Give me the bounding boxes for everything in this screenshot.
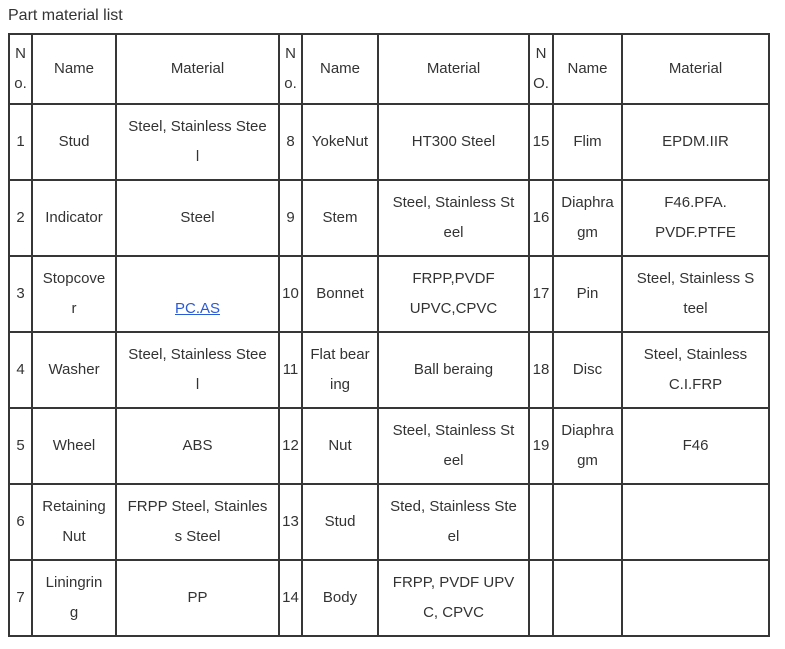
name-cell: Stud <box>31 103 117 181</box>
no-cell: 7 <box>8 559 33 637</box>
material-cell <box>621 559 770 637</box>
no-cell: 8 <box>278 103 303 181</box>
material-cell: Ball beraing <box>377 331 530 409</box>
part-material-table: N o. Name Material N o. Name Material N … <box>8 33 770 637</box>
no-cell: 15 <box>528 103 554 181</box>
material-cell: HT300 Steel <box>377 103 530 181</box>
name-cell: Diaphra gm <box>552 407 623 485</box>
no-cell: 2 <box>8 179 33 257</box>
pc-as-link[interactable]: PC.AS <box>174 300 220 317</box>
no-cell <box>528 559 554 637</box>
table-row: 7 Liningrin g PP 14 Body FRPP, PVDF UPV … <box>8 559 770 637</box>
header-no-group2: N o. <box>278 33 303 105</box>
material-cell: Steel, Stainless St eel <box>377 407 530 485</box>
table-row: 4 Washer Steel, Stainless Stee l 11 Flat… <box>8 331 770 409</box>
no-cell: 3 <box>8 255 33 333</box>
name-cell: Bonnet <box>301 255 379 333</box>
name-cell: Diaphra gm <box>552 179 623 257</box>
header-material-group1: Material <box>115 33 280 105</box>
table-row: 1 Stud Steel, Stainless Stee l 8 YokeNut… <box>8 103 770 181</box>
material-cell: FRPP Steel, Stainles s Steel <box>115 483 280 561</box>
no-cell: 18 <box>528 331 554 409</box>
no-cell: 17 <box>528 255 554 333</box>
material-cell: Steel, Stainless Stee l <box>115 331 280 409</box>
header-name-group2: Name <box>301 33 379 105</box>
header-name-group1: Name <box>31 33 117 105</box>
name-cell: Pin <box>552 255 623 333</box>
material-cell: F46.PFA. PVDF.PTFE <box>621 179 770 257</box>
material-cell: ABS <box>115 407 280 485</box>
no-cell: 11 <box>278 331 303 409</box>
material-cell: Sted, Stainless Ste el <box>377 483 530 561</box>
header-row: N o. Name Material N o. Name Material N … <box>8 33 770 105</box>
name-cell: Flim <box>552 103 623 181</box>
name-cell: Indicator <box>31 179 117 257</box>
name-cell: Disc <box>552 331 623 409</box>
page-title: Part material list <box>8 7 123 24</box>
material-cell: F46 <box>621 407 770 485</box>
no-cell: 6 <box>8 483 33 561</box>
material-cell: Steel, Stainless C.I.FRP <box>621 331 770 409</box>
material-cell: Steel, Stainless Stee l <box>115 103 280 181</box>
no-cell: 13 <box>278 483 303 561</box>
header-name-group3: Name <box>552 33 623 105</box>
name-cell: Wheel <box>31 407 117 485</box>
material-cell: Steel, Stainless St eel <box>377 179 530 257</box>
name-cell: Stud <box>301 483 379 561</box>
name-cell <box>552 483 623 561</box>
material-cell: Steel, Stainless S teel <box>621 255 770 333</box>
header-no-group3: N O. <box>528 33 554 105</box>
name-cell: Body <box>301 559 379 637</box>
name-cell <box>552 559 623 637</box>
material-cell: PP <box>115 559 280 637</box>
material-cell: PC.AS <box>115 255 280 333</box>
material-cell: FRPP,PVDF UPVC,CPVC <box>377 255 530 333</box>
name-cell: Nut <box>301 407 379 485</box>
material-cell: EPDM.IIR <box>621 103 770 181</box>
material-cell: Steel <box>115 179 280 257</box>
material-cell <box>621 483 770 561</box>
name-cell: Stopcove r <box>31 255 117 333</box>
no-cell: 14 <box>278 559 303 637</box>
header-material-group2: Material <box>377 33 530 105</box>
table-row: 3 Stopcove r PC.AS 10 Bonnet FRPP,PVDF U… <box>8 255 770 333</box>
no-cell: 5 <box>8 407 33 485</box>
no-cell: 19 <box>528 407 554 485</box>
header-no-group1: N o. <box>8 33 33 105</box>
table-row: 5 Wheel ABS 12 Nut Steel, Stainless St e… <box>8 407 770 485</box>
no-cell: 16 <box>528 179 554 257</box>
table-row: 6 Retaining Nut FRPP Steel, Stainles s S… <box>8 483 770 561</box>
table-row: 2 Indicator Steel 9 Stem Steel, Stainles… <box>8 179 770 257</box>
name-cell: Retaining Nut <box>31 483 117 561</box>
no-cell: 1 <box>8 103 33 181</box>
name-cell: Stem <box>301 179 379 257</box>
name-cell: Washer <box>31 331 117 409</box>
no-cell <box>528 483 554 561</box>
name-cell: Liningrin g <box>31 559 117 637</box>
no-cell: 4 <box>8 331 33 409</box>
name-cell: YokeNut <box>301 103 379 181</box>
no-cell: 12 <box>278 407 303 485</box>
name-cell: Flat bear ing <box>301 331 379 409</box>
no-cell: 9 <box>278 179 303 257</box>
material-cell: FRPP, PVDF UPV C, CPVC <box>377 559 530 637</box>
no-cell: 10 <box>278 255 303 333</box>
header-material-group3: Material <box>621 33 770 105</box>
